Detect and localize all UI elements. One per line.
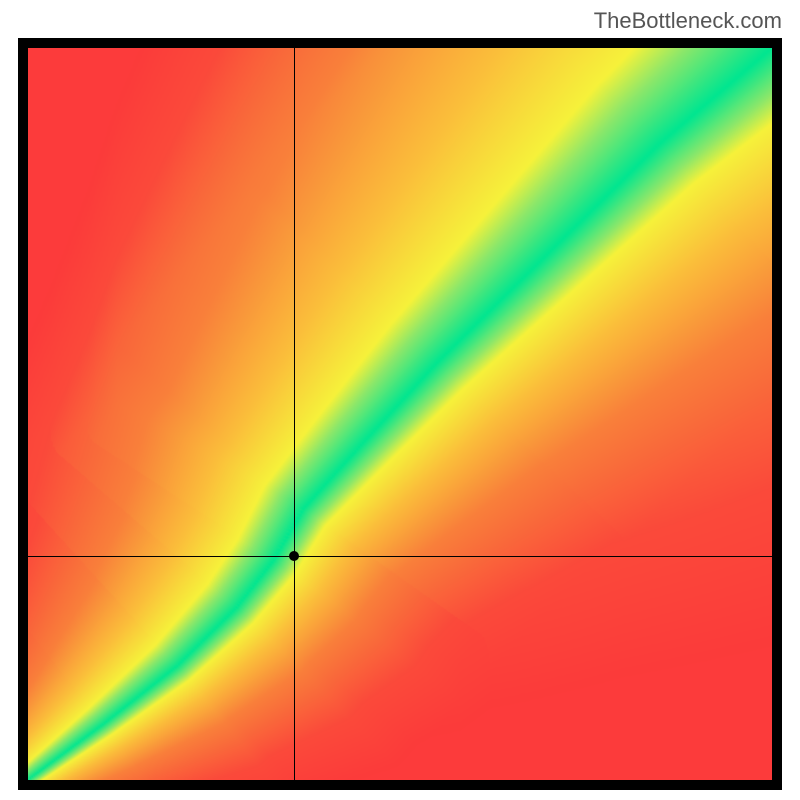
- selection-marker-dot: [289, 551, 299, 561]
- bottleneck-heatmap-frame: [18, 38, 782, 790]
- crosshair-horizontal: [28, 556, 772, 557]
- crosshair-vertical: [294, 48, 295, 780]
- watermark-text: TheBottleneck.com: [594, 8, 782, 34]
- heatmap-canvas: [28, 48, 772, 780]
- bottleneck-heatmap-plot: [28, 48, 772, 780]
